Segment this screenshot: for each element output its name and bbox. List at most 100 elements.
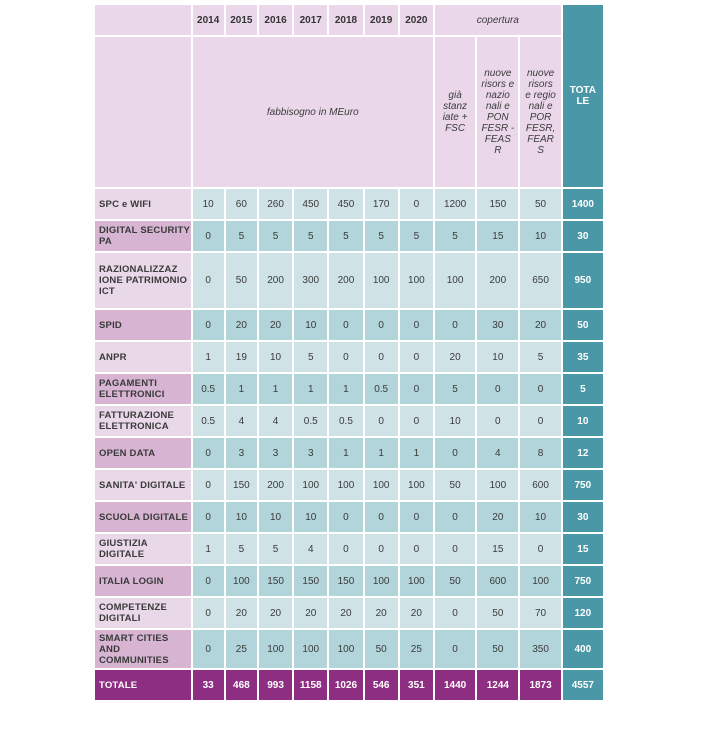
total-cell: 993 [258,670,293,700]
totale-label: TOTALE [95,670,191,700]
value-cell: 15 [477,534,519,564]
value-cell: 1 [258,374,293,404]
value-cell: 100 [399,253,433,308]
value-cell: 0 [399,406,433,436]
value-cell: 0 [399,534,433,564]
value-cell: 0 [192,598,224,628]
value-cell: 10 [477,342,519,372]
grand-total-cell: 4557 [562,670,603,700]
row-label: SPID [95,310,191,340]
table-row: ANPR 1 19 10 5 0 0 0 20 10 5 35 [95,342,603,372]
value-cell: 0.5 [329,406,363,436]
value-cell: 0 [329,534,363,564]
value-cell: 5 [294,342,328,372]
value-cell: 170 [364,189,398,219]
table-row: SPC e WIFI 10 60 260 450 450 170 0 1200 150 50 1400 [95,189,603,219]
value-cell: 25 [399,630,433,668]
table-row: GIUSTIZIA DIGITALE 1 5 5 4 0 0 0 0 15 0 15 [95,534,603,564]
value-cell: 50 [434,470,476,500]
row-total-cell: 30 [562,502,603,532]
row-label: RAZIONALIZZAZ IONE PATRIMONIO ICT [95,253,191,308]
value-cell: 20 [477,502,519,532]
value-cell: 50 [477,630,519,668]
value-cell: 0 [329,502,363,532]
table-row: PAGAMENTI ELETTRONICI 0.5 1 1 1 1 0.5 0 5 0 0 5 [95,374,603,404]
row-total-cell: 950 [562,253,603,308]
value-cell: 100 [225,566,257,596]
value-cell: 0 [434,310,476,340]
value-cell: 150 [329,566,363,596]
value-cell: 5 [399,221,433,251]
row-total-cell: 10 [562,406,603,436]
value-cell: 10 [520,221,561,251]
table-row: SCUOLA DIGITALE 0 10 10 10 0 0 0 0 20 10 30 [95,502,603,532]
value-cell: 3 [258,438,293,468]
row-total-cell: 1400 [562,189,603,219]
table-row: OPEN DATA 0 3 3 3 1 1 1 0 4 8 12 [95,438,603,468]
row-label: PAGAMENTI ELETTRONICI [95,374,191,404]
value-cell: 19 [225,342,257,372]
row-label: SCUOLA DIGITALE [95,502,191,532]
value-cell: 1200 [434,189,476,219]
value-cell: 20 [225,310,257,340]
value-cell: 0 [399,310,433,340]
value-cell: 0 [434,598,476,628]
value-cell: 20 [225,598,257,628]
row-total-cell: 35 [562,342,603,372]
value-cell: 4 [225,406,257,436]
table-row: FATTURAZIONE ELETTRONICA 0.5 4 4 0.5 0.5 0 0 10 0… [95,406,603,436]
row-total-cell: 30 [562,221,603,251]
value-cell: 200 [477,253,519,308]
value-cell: 10 [520,502,561,532]
value-cell: 20 [434,342,476,372]
value-cell: 100 [294,630,328,668]
label-header-cell [95,37,191,187]
value-cell: 60 [225,189,257,219]
total-cell: 351 [399,670,433,700]
value-cell: 4 [258,406,293,436]
year-header: 2018 [329,5,363,35]
value-cell: 100 [399,566,433,596]
value-cell: 4 [294,534,328,564]
value-cell: 0 [434,502,476,532]
table-row: DIGITAL SECURITY PA 0 5 5 5 5 5 5 5 15 10 30 [95,221,603,251]
value-cell: 10 [294,502,328,532]
value-cell: 20 [294,598,328,628]
budget-table: 2014 2015 2016 2017 2018 2019 2020 coper… [93,3,605,702]
corner-cell [95,5,191,35]
value-cell: 100 [329,630,363,668]
value-cell: 450 [329,189,363,219]
value-cell: 0 [192,253,224,308]
value-cell: 0 [399,374,433,404]
value-cell: 450 [294,189,328,219]
value-cell: 100 [258,630,293,668]
value-cell: 0 [520,374,561,404]
total-cell: 468 [225,670,257,700]
value-cell: 20 [258,310,293,340]
total-cell: 1244 [477,670,519,700]
value-cell: 0 [192,502,224,532]
value-cell: 1 [329,374,363,404]
value-cell: 0 [329,342,363,372]
year-header: 2015 [225,5,257,35]
year-header: 2019 [364,5,398,35]
value-cell: 20 [258,598,293,628]
value-cell: 5 [329,221,363,251]
value-cell: 1 [329,438,363,468]
value-cell: 0.5 [364,374,398,404]
value-cell: 350 [520,630,561,668]
row-total-cell: 750 [562,566,603,596]
year-header: 2020 [399,5,433,35]
value-cell: 10 [192,189,224,219]
value-cell: 5 [434,221,476,251]
value-cell: 20 [364,598,398,628]
value-cell: 100 [294,470,328,500]
table-row: COMPETENZE DIGITALI 0 20 20 20 20 20 20 0 50 70 120 [95,598,603,628]
table-row: ITALIA LOGIN 0 100 150 150 150 100 100 50 600 100 7… [95,566,603,596]
value-cell: 150 [258,566,293,596]
row-label: GIUSTIZIA DIGITALE [95,534,191,564]
value-cell: 100 [399,470,433,500]
value-cell: 0 [434,534,476,564]
value-cell: 5 [225,221,257,251]
value-cell: 0 [399,342,433,372]
